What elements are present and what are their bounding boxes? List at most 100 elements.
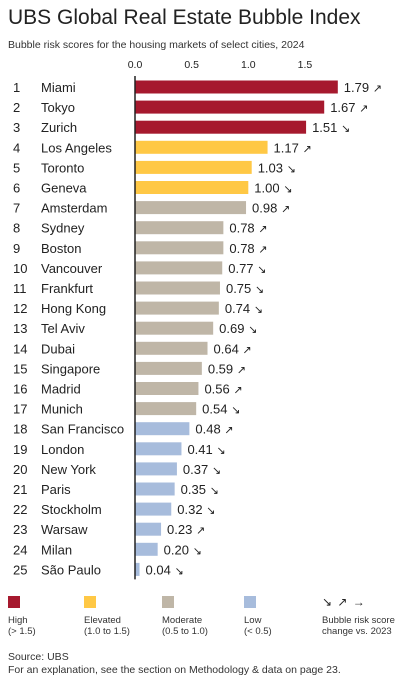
trend-arrow-icon: ↘	[283, 183, 292, 196]
bar	[135, 241, 224, 255]
trend-arrow-icon: ↗	[359, 102, 368, 115]
value-label: 0.20 ↘	[164, 542, 202, 557]
chart-row: 2 Tokyo 1.67 ↗	[13, 100, 368, 115]
chart-row: 16 Madrid 0.56 ↗	[13, 382, 243, 397]
bar	[135, 120, 307, 134]
value-label: 0.78 ↗	[229, 221, 267, 236]
city-label: Tokyo	[41, 100, 75, 115]
chart-row: 15 Singapore 0.59 ↗	[13, 361, 246, 376]
chart-row: 20 New York 0.37 ↘	[13, 462, 221, 477]
rank-label: 10	[13, 261, 27, 276]
legend-moderate-range: (0.5 to 1.0)	[162, 626, 208, 637]
chart-row: 4 Los Angeles 1.17 ↗	[13, 140, 312, 155]
trend-arrow-icon: ↘	[257, 263, 266, 276]
value-label: 0.32 ↘	[177, 502, 215, 517]
rank-label: 20	[13, 462, 27, 477]
city-label: Geneva	[41, 181, 87, 196]
city-label: Paris	[41, 482, 71, 497]
chart-row: 23 Warsaw 0.23 ↗	[13, 522, 205, 537]
rank-label: 9	[13, 241, 20, 256]
bar	[135, 321, 214, 335]
value-label: 0.69 ↘	[219, 321, 257, 336]
trend-arrow-icon: ↘	[287, 162, 296, 175]
legend-high-swatch	[8, 596, 20, 608]
rank-label: 6	[13, 181, 20, 196]
trend-arrow-icon: ↗	[258, 223, 267, 236]
value-label: 0.37 ↘	[183, 462, 221, 477]
trend-arrow-icon: ↘	[216, 444, 225, 457]
legend-trend-line1: Bubble risk score	[322, 615, 395, 626]
bar	[135, 542, 158, 556]
value-label: 0.23 ↗	[167, 522, 205, 537]
x-tick-label: 1.0	[241, 59, 256, 71]
city-label: Sydney	[41, 221, 85, 236]
rank-label: 13	[13, 321, 27, 336]
rank-label: 12	[13, 301, 27, 316]
bar	[135, 181, 249, 194]
bar	[135, 80, 338, 94]
rank-label: 24	[13, 542, 27, 557]
legend: High (> 1.5) Elevated (1.0 to 1.5) Moder…	[0, 595, 418, 640]
city-label: Tel Aviv	[41, 321, 85, 336]
chart-row: 25 São Paulo 0.04 ↘	[13, 562, 184, 577]
city-label: Vancouver	[41, 261, 103, 276]
chart-row: 24 Milan 0.20 ↘	[13, 542, 202, 557]
value-label: 0.48 ↗	[195, 422, 233, 437]
trend-arrow-icon: ↘	[231, 404, 240, 417]
chart-row: 6 Geneva 1.00 ↘	[13, 181, 292, 196]
value-label: 0.41 ↘	[187, 442, 225, 457]
legend-moderate-swatch	[162, 596, 174, 608]
bar	[135, 100, 325, 114]
legend-trend-line2: change vs. 2023	[322, 626, 392, 637]
bar	[135, 382, 199, 395]
rank-label: 15	[13, 361, 27, 376]
city-label: Boston	[41, 241, 81, 256]
city-label: São Paulo	[41, 562, 101, 577]
chart-row: 22 Stockholm 0.32 ↘	[13, 502, 215, 517]
rank-label: 22	[13, 502, 27, 517]
bar	[135, 140, 268, 154]
bar	[135, 221, 224, 235]
city-label: Miami	[41, 80, 76, 95]
rank-label: 16	[13, 382, 27, 397]
chart-rows: 1 Miami 1.79 ↗ 2 Tokyo 1.67 ↗ 3 Zurich 1.51 ↘ 4 Lo…	[13, 80, 382, 577]
bar	[135, 160, 252, 174]
value-label: 1.67 ↗	[330, 100, 368, 115]
rank-label: 25	[13, 562, 27, 577]
value-label: 0.04 ↘	[146, 562, 184, 577]
value-label: 0.74 ↘	[225, 301, 263, 316]
rank-label: 5	[13, 160, 20, 175]
chart-row: 5 Toronto 1.03 ↘	[13, 160, 296, 175]
bar	[135, 341, 208, 355]
trend-arrow-icon: ↘	[341, 122, 350, 135]
bar	[135, 462, 177, 476]
chart-row: 7 Amsterdam 0.98 ↗	[13, 201, 290, 216]
methodology-note: For an explanation, see the section on M…	[8, 664, 341, 676]
rank-label: 19	[13, 442, 27, 457]
trend-arrow-icon: ↗	[224, 424, 233, 437]
bar	[135, 261, 223, 275]
city-label: Dubai	[41, 341, 75, 356]
x-tick-label: 0.5	[184, 59, 199, 71]
city-label: London	[41, 442, 84, 457]
rank-label: 1	[13, 80, 20, 95]
trend-arrow-icon: ↘	[255, 283, 264, 296]
city-label: Madrid	[41, 382, 81, 397]
legend-elevated-range: (1.0 to 1.5)	[84, 626, 130, 637]
bar	[135, 422, 190, 436]
bar	[135, 522, 162, 536]
trend-arrow-icon: ↘	[206, 504, 215, 517]
chart-row: 19 London 0.41 ↘	[13, 442, 226, 457]
city-label: Milan	[41, 542, 72, 557]
bar	[135, 281, 220, 295]
city-label: Los Angeles	[41, 140, 112, 155]
trend-arrow-icon: ↗	[373, 82, 382, 95]
rank-label: 4	[13, 140, 20, 155]
trend-arrow-icon: ↗	[258, 243, 267, 256]
rank-label: 14	[13, 341, 27, 356]
chart-row: 14 Dubai 0.64 ↗	[13, 341, 252, 356]
legend-trend-arrows-icon: ↘ ↗ →	[322, 595, 366, 609]
trend-arrow-icon: ↗	[242, 343, 251, 356]
x-tick-label: 0.0	[128, 59, 143, 71]
x-tick-label: 1.5	[298, 59, 313, 71]
